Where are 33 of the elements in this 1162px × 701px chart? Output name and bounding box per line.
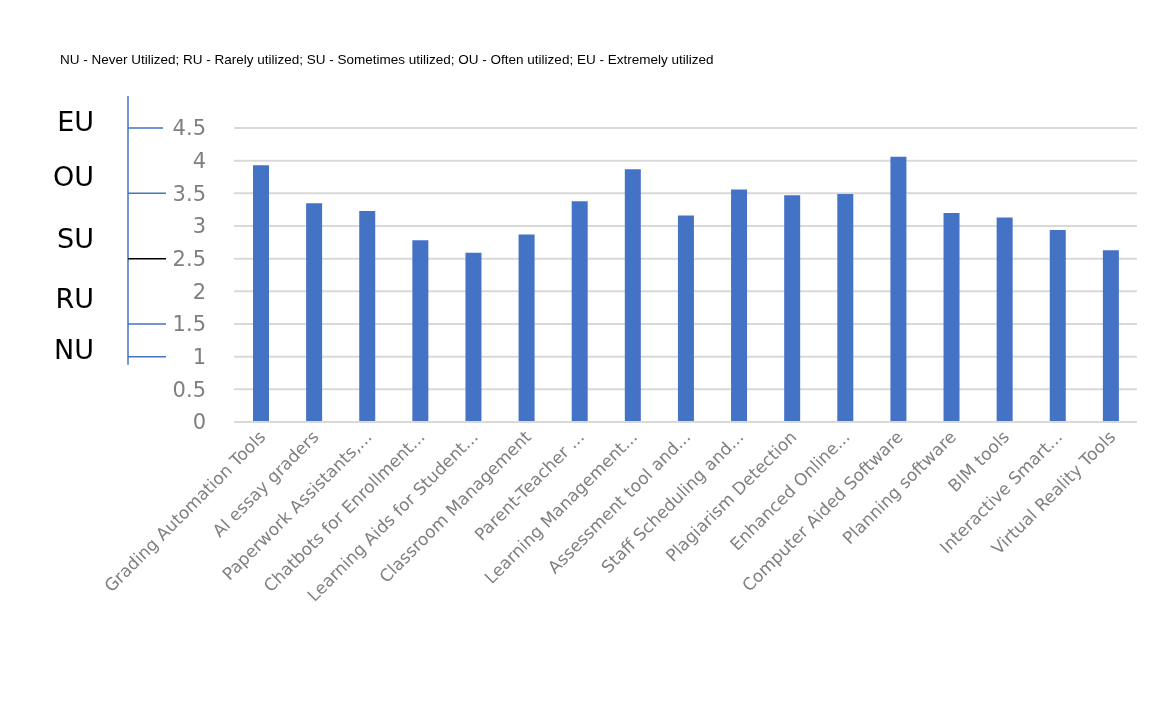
- bar: [837, 193, 854, 422]
- text: SU: [57, 223, 94, 254]
- bar: [943, 212, 960, 422]
- y-tick-label: 4.5: [172, 116, 206, 141]
- bar: [677, 215, 694, 422]
- bar: [890, 156, 907, 422]
- bar: [624, 169, 641, 422]
- chart-title: NU - Never Utilized; RU - Rarely utilized; SU - Sometimes utilized; OU - Often utilized; EU - Extremely utilized: [60, 52, 714, 67]
- y-tick-label: 2.5: [172, 247, 206, 272]
- y-tick-label: 0.5: [172, 377, 206, 402]
- text: NU: [54, 334, 94, 365]
- bar: [253, 165, 269, 422]
- text: OU: [52, 161, 94, 192]
- bar: [1049, 229, 1066, 422]
- y-tick-label: 1: [192, 345, 206, 370]
- bar: [359, 210, 376, 422]
- y-tick-label: 3: [192, 214, 206, 239]
- bar: [1102, 250, 1119, 422]
- y-tick-label: 3.5: [172, 181, 206, 206]
- y-tick-label: 4: [192, 149, 206, 174]
- bar: [306, 203, 323, 422]
- text: RU: [55, 283, 94, 314]
- y-tick-label: 2: [192, 279, 206, 304]
- text: EU: [57, 106, 94, 137]
- y-tick-label: 0: [192, 410, 206, 435]
- bar: [518, 234, 535, 422]
- bar: [571, 201, 588, 422]
- y-tick-label: 1.5: [172, 312, 206, 337]
- bar: [784, 195, 801, 422]
- bar: [731, 189, 748, 422]
- bar: [465, 252, 482, 422]
- bar: [412, 240, 429, 422]
- bar: [996, 217, 1013, 422]
